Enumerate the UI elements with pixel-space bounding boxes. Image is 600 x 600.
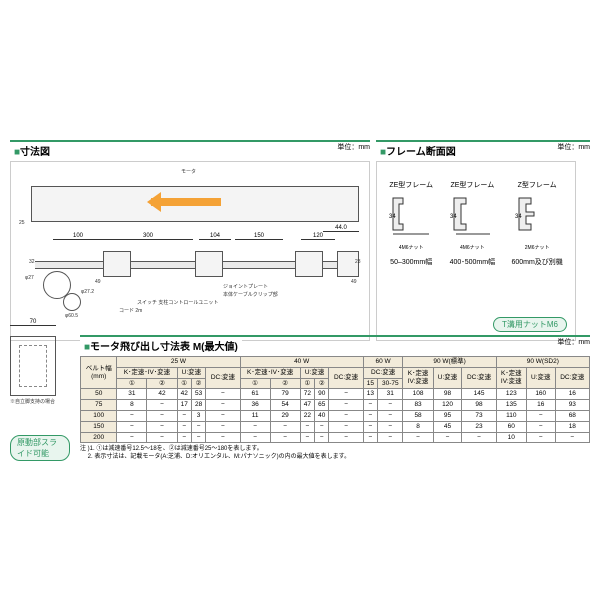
svg-text:34: 34 — [389, 214, 396, 220]
table-unit: 単位：mm — [557, 337, 590, 347]
table-row: 5031424253−61797290−13311089814512316016 — [81, 389, 590, 400]
dim-title: ■寸法図 — [10, 142, 54, 159]
side-view: 70 ※自立脚支持の場合 原動部スライド可能 — [10, 325, 70, 461]
table-row: 200−−−−−−−−−−−−−−−10−− — [81, 432, 590, 443]
table-row: 758−1728−36544765−−−83120981351693 — [81, 400, 590, 411]
motor-dimension-table: ベルト幅 (mm) 25 W 40 W 60 W 90 W(標準) 90 W(S… — [80, 356, 590, 443]
frame-unit: 単位：mm — [557, 142, 590, 152]
slider-tag: 原動部スライド可能 — [10, 435, 70, 461]
frame-title: ■フレーム断面図 — [376, 142, 460, 159]
svg-text:34: 34 — [450, 214, 457, 220]
svg-text:34: 34 — [515, 214, 522, 220]
dimension-drawing: モータ 25 100 300 104 150 120 44.0 φ27 32 — [10, 161, 370, 341]
table-title: ■モータ飛び出し寸法表 M(最大値) — [80, 337, 242, 354]
table-row: 150−−−−−−−−−−−−8452360−18 — [81, 421, 590, 432]
table-notes: 注 )1. ①は減速番号12.5～18を、②は減速番号25～180を表します。 … — [80, 446, 590, 462]
frame-cross-section: ZE型フレーム 34 4M6ナット 50–300mm幅 ZE型フレーム 34 4… — [376, 161, 576, 341]
direction-arrow — [151, 198, 221, 206]
table-row: 100−−−3−11292240−−−589573110−68 — [81, 410, 590, 421]
dim-unit: 単位：mm — [337, 142, 370, 152]
t-nut-tag: T溝用ナットM6 — [493, 317, 567, 332]
